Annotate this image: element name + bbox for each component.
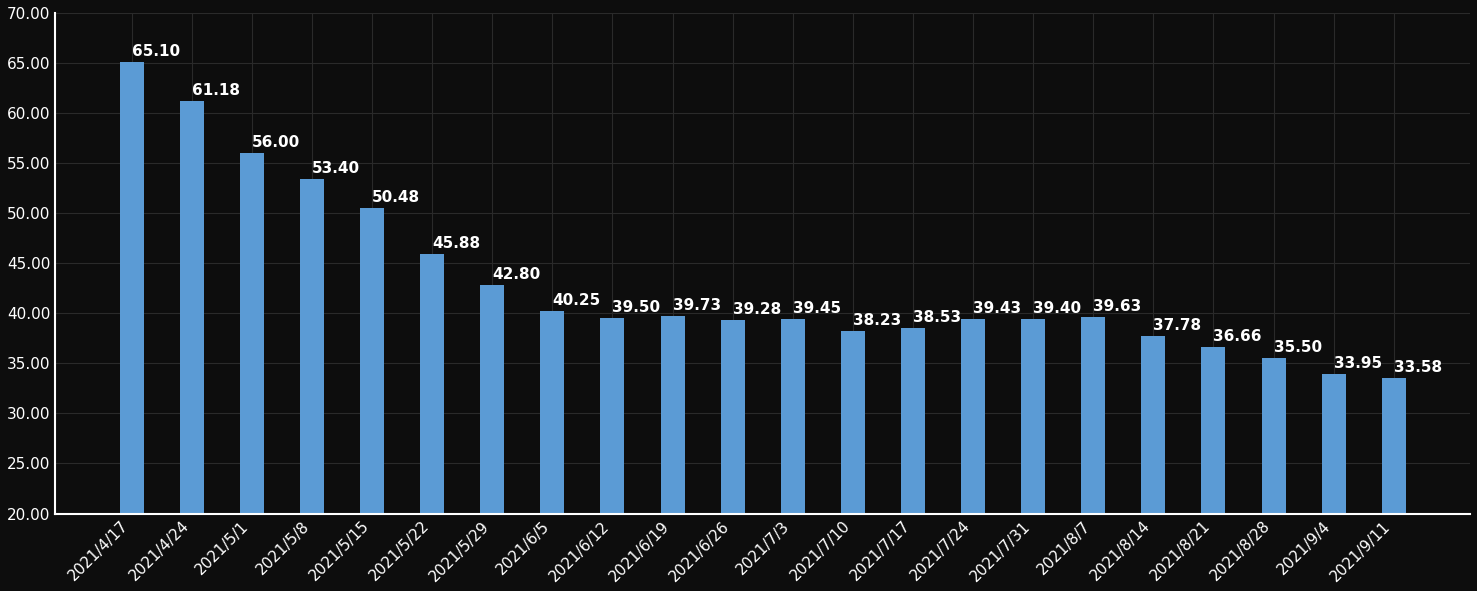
Bar	[419, 254, 445, 514]
Bar	[120, 62, 143, 514]
Text: 39.28: 39.28	[733, 303, 781, 317]
Bar	[1021, 319, 1046, 514]
Text: 39.73: 39.73	[672, 298, 721, 313]
Text: 65.10: 65.10	[131, 44, 180, 59]
Bar	[781, 319, 805, 514]
Bar	[1322, 374, 1346, 514]
Bar	[1081, 317, 1105, 514]
Text: 38.23: 38.23	[852, 313, 901, 328]
Text: 38.53: 38.53	[913, 310, 962, 325]
Bar	[840, 331, 866, 514]
Text: 61.18: 61.18	[192, 83, 239, 98]
Text: 33.95: 33.95	[1334, 356, 1382, 371]
Text: 36.66: 36.66	[1214, 329, 1261, 344]
Bar	[660, 316, 684, 514]
Text: 40.25: 40.25	[552, 293, 601, 308]
Bar	[541, 311, 564, 514]
Text: 53.40: 53.40	[312, 161, 360, 176]
Text: 50.48: 50.48	[372, 190, 419, 205]
Bar	[480, 285, 504, 514]
Bar	[239, 153, 264, 514]
Bar	[1142, 336, 1165, 514]
Bar	[360, 209, 384, 514]
Text: 39.43: 39.43	[973, 301, 1021, 316]
Text: 39.40: 39.40	[1032, 301, 1081, 316]
Text: 37.78: 37.78	[1154, 317, 1201, 333]
Text: 45.88: 45.88	[433, 236, 480, 251]
Bar	[1261, 358, 1285, 514]
Text: 39.45: 39.45	[793, 301, 840, 316]
Bar	[962, 319, 985, 514]
Bar	[180, 101, 204, 514]
Bar	[1381, 378, 1406, 514]
Bar	[721, 320, 744, 514]
Text: 35.50: 35.50	[1273, 340, 1322, 355]
Text: 42.80: 42.80	[492, 267, 541, 282]
Bar	[1201, 347, 1226, 514]
Bar	[901, 328, 925, 514]
Text: 39.63: 39.63	[1093, 299, 1142, 314]
Text: 33.58: 33.58	[1394, 359, 1442, 375]
Bar	[300, 179, 323, 514]
Text: 56.00: 56.00	[253, 135, 300, 150]
Text: 39.50: 39.50	[613, 300, 660, 315]
Bar	[601, 319, 625, 514]
